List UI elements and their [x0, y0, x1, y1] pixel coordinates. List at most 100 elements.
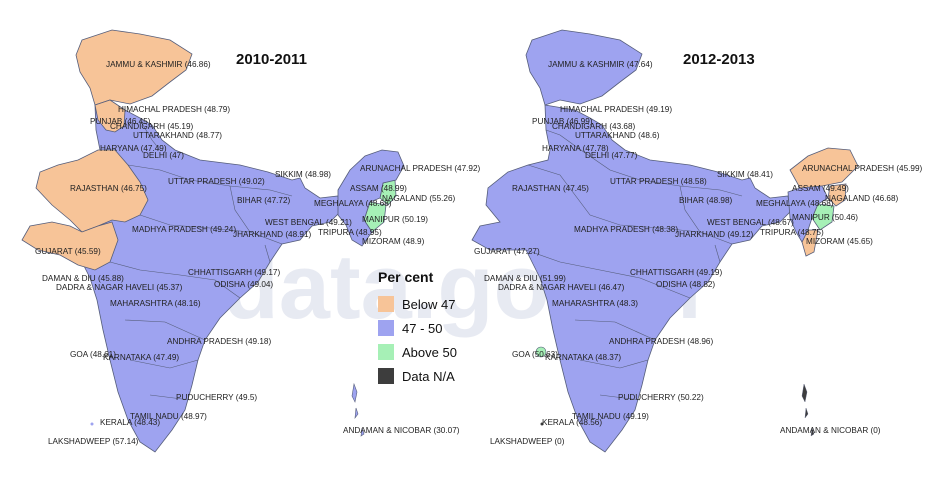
legend-swatch-below-47 [378, 296, 394, 312]
state-label: HIMACHAL PRADESH (49.19) [560, 105, 672, 114]
state-label: JAMMU & KASHMIR (46.86) [106, 60, 211, 69]
state-label: GOA (50.63) [512, 350, 558, 359]
legend-label: Below 47 [402, 297, 455, 312]
region-gujarat [21, 221, 119, 271]
legend-swatch-47-50 [378, 320, 394, 336]
state-label: BIHAR (48.98) [679, 196, 733, 205]
region-north-east [337, 149, 405, 247]
andaman-nicobar-islands [351, 382, 365, 437]
andaman-nicobar-islands [801, 383, 815, 437]
state-label: DAMAN & DIU (51.99) [484, 274, 566, 283]
map-title-right: 2012-2013 [683, 51, 755, 68]
region-jammu-kashmir [75, 29, 193, 106]
legend-label: 47 - 50 [402, 321, 442, 336]
state-label: LAKSHADWEEP (0) [490, 437, 565, 446]
legend: Per cent Below 47 47 - 50 Above 50 Data … [378, 269, 457, 384]
state-label: NAGALAND (46.68) [825, 194, 899, 203]
state-label: MIZORAM (48.9) [362, 237, 425, 246]
state-label: DAMAN & DIU (45.88) [42, 274, 124, 283]
state-label: LAKSHADWEEP (57.14) [48, 437, 139, 446]
state-label: CHANDIGARH (43.68) [552, 122, 636, 131]
state-label: HARYANA (47.49) [100, 144, 167, 153]
state-label: ANDAMAN & NICOBAR (0) [780, 426, 881, 435]
legend-title: Per cent [378, 269, 434, 285]
state-label: JAMMU & KASHMIR (47.64) [548, 60, 653, 69]
state-label: MIZORAM (45.65) [806, 237, 873, 246]
goa-region [535, 346, 547, 358]
state-label: JHARKHAND (49.12) [675, 230, 754, 239]
state-label: BIHAR (47.72) [237, 196, 291, 205]
state-label: KARNATAKA (47.49) [103, 353, 179, 362]
state-label: GOA (48.61) [70, 350, 116, 359]
state-label: TAMIL NADU (49.19) [572, 412, 649, 421]
state-label: ODISHA (49.04) [214, 280, 273, 289]
state-label: RAJASTHAN (46.75) [70, 184, 147, 193]
state-label: MEGHALAYA (48.68) [314, 199, 392, 208]
state-label: TRIPURA (48.95) [318, 228, 382, 237]
state-borders [109, 119, 293, 401]
state-label: PUDUCHERRY (50.22) [618, 393, 704, 402]
state-label: ANDHRA PRADESH (49.18) [167, 337, 271, 346]
state-label: WEST BENGAL (49.21) [265, 218, 352, 227]
state-label: ANDHRA PRADESH (48.96) [609, 337, 713, 346]
region-jammu-kashmir [525, 29, 643, 106]
region-nagaland [827, 183, 847, 207]
state-label: TAMIL NADU (48.97) [130, 412, 207, 421]
state-label: JHARKHAND (48.91) [233, 230, 312, 239]
map-2010-2011 [21, 29, 405, 453]
state-label: HARYANA (47.78) [542, 144, 609, 153]
state-label: KERALA (48.43) [100, 418, 160, 427]
state-borders [525, 129, 743, 401]
state-label: DADRA & NAGAR HAVELI (45.37) [56, 283, 183, 292]
state-label: TRIPURA (48.75) [760, 228, 824, 237]
region-punjab [94, 99, 126, 133]
state-label: KERALA (48.56) [542, 418, 602, 427]
lakshadweep-dot [90, 422, 94, 426]
labels-2012-2013: JAMMU & KASHMIR (47.64) HIMACHAL PRADESH… [474, 60, 923, 446]
state-label: RAJASTHAN (47.45) [512, 184, 589, 193]
state-label: SIKKIM (48.41) [717, 170, 773, 179]
state-label: MADHYA PRADESH (49.24) [132, 225, 236, 234]
state-label: DELHI (47) [143, 151, 184, 160]
legend-swatch-above-50 [378, 344, 394, 360]
state-label: MAHARASHTRA (48.3) [552, 299, 638, 308]
state-label: SIKKIM (48.98) [275, 170, 331, 179]
state-label: UTTARAKHAND (48.6) [575, 131, 660, 140]
state-label: DELHI (47.77) [585, 151, 638, 160]
state-label: CHANDIGARH (45.19) [110, 122, 194, 131]
state-label: PUNJAB (46.99) [532, 117, 593, 126]
state-label: UTTAR PRADESH (48.58) [610, 177, 707, 186]
state-label: ASSAM (49.49) [792, 184, 849, 193]
legend-label: Above 50 [402, 345, 457, 360]
legend-label: Data N/A [402, 369, 455, 384]
state-label: CHHATTISGARH (49.19) [630, 268, 722, 277]
state-label: GUJARAT (47.27) [474, 247, 540, 256]
region-north-east [787, 185, 829, 243]
legend-swatch-data-na [378, 368, 394, 384]
state-label: PUDUCHERRY (49.5) [176, 393, 257, 402]
state-label: KARNATAKA (48.37) [545, 353, 621, 362]
state-label: ODISHA (48.82) [656, 280, 715, 289]
state-label: GUJARAT (45.59) [35, 247, 101, 256]
state-label: PUNJAB (46.45) [90, 117, 151, 126]
state-label: MANIPUR (50.46) [792, 213, 858, 222]
state-label: HIMACHAL PRADESH (48.79) [118, 105, 230, 114]
labels-2010-2011: JAMMU & KASHMIR (46.86) HIMACHAL PRADESH… [35, 60, 481, 446]
state-label: MADHYA PRADESH (48.38) [574, 225, 678, 234]
state-label: WEST BENGAL (48.67) [707, 218, 794, 227]
state-label: UTTAR PRADESH (49.02) [168, 177, 265, 186]
map-2012-2013 [471, 29, 859, 453]
state-label: ANDAMAN & NICOBAR (30.07) [343, 426, 460, 435]
state-label: UTTARAKHAND (48.77) [133, 131, 222, 140]
state-label: MANIPUR (50.19) [362, 215, 428, 224]
state-label: NAGALAND (55.26) [382, 194, 456, 203]
state-label: MEGHALAYA (48.68) [756, 199, 834, 208]
state-label: DADRA & NAGAR HAVELI (46.47) [498, 283, 625, 292]
map-title-left: 2010-2011 [236, 51, 307, 68]
state-label: ARUNACHAL PRADESH (45.99) [802, 164, 923, 173]
india-mainland [471, 104, 791, 453]
state-label: ARUNACHAL PRADESH (47.92) [360, 164, 481, 173]
state-label: CHHATTISGARH (49.17) [188, 268, 280, 277]
state-label: MAHARASHTRA (48.16) [110, 299, 201, 308]
